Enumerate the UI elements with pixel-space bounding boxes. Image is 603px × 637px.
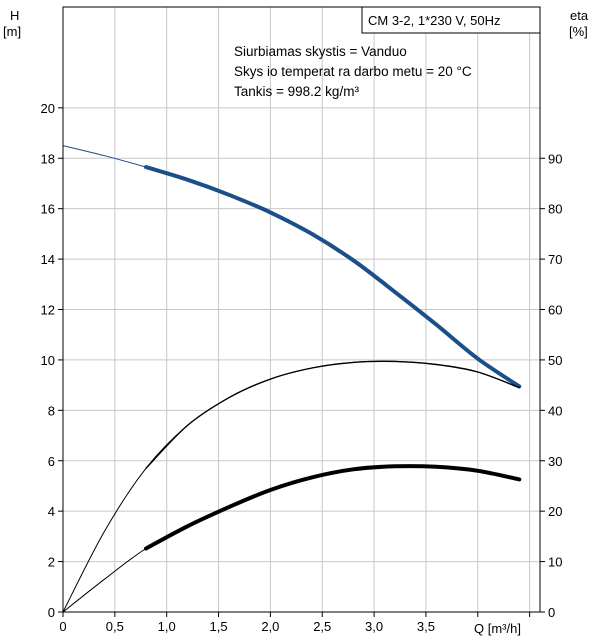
curves xyxy=(62,145,522,613)
x-tick-label: 2,5 xyxy=(313,619,331,634)
info-line-3: Tankis = 998.2 kg/m³ xyxy=(234,84,359,99)
y2-tick-label: 50 xyxy=(548,353,562,368)
y-axis-label-symbol: H xyxy=(10,8,19,23)
title-box xyxy=(361,6,541,34)
x-tick-label: 3,5 xyxy=(417,619,435,634)
x-tick-label: 1,0 xyxy=(158,619,176,634)
x-tick-label: 1,5 xyxy=(210,619,228,634)
y2-tick-label: 70 xyxy=(548,252,562,267)
y2-tick-label: 10 xyxy=(548,555,562,570)
y2-tick-label: 0 xyxy=(548,605,555,620)
head-curve-duty xyxy=(144,165,522,389)
y-tick-label: 12 xyxy=(41,303,55,318)
x-axis-label: Q [m³/h] xyxy=(474,621,521,636)
y-tick-label: 18 xyxy=(41,151,55,166)
x-tick-label: 3,0 xyxy=(365,619,383,634)
y-tick-label: 10 xyxy=(41,353,55,368)
axes: 0 0,5 1,0 1,5 2,0 2,5 3,0 3,5 0 2 4 6 8 10 12 14 16 18 20 0… xyxy=(41,101,563,634)
x-tick-label: 2,0 xyxy=(261,619,279,634)
info-line-1: Siurbiamas skystis = Vanduo xyxy=(234,44,407,59)
y2-tick-label: 20 xyxy=(548,504,562,519)
info-line-2: Skys io temperat ra darbo metu = 20 °C xyxy=(234,64,472,79)
y-tick-label: 0 xyxy=(48,605,55,620)
y2-tick-label: 80 xyxy=(548,202,562,217)
chart-title: CM 3-2, 1*230 V, 50Hz xyxy=(368,13,500,28)
y-tick-label: 16 xyxy=(41,202,55,217)
y-tick-label: 20 xyxy=(41,101,55,116)
y2-tick-label: 90 xyxy=(548,151,562,166)
head-curve-full xyxy=(62,145,520,387)
y-tick-label: 8 xyxy=(48,403,55,418)
y2-tick-label: 60 xyxy=(548,303,562,318)
eff_total-curve-duty xyxy=(145,360,520,469)
y2-axis-label-unit: [%] xyxy=(569,24,588,39)
eff_total-curve-full xyxy=(62,360,520,613)
y-tick-label: 2 xyxy=(48,555,55,570)
x-tick-label: 0 xyxy=(59,619,66,634)
y-tick-label: 6 xyxy=(48,454,55,469)
y2-tick-label: 40 xyxy=(548,403,562,418)
y2-tick-label: 30 xyxy=(548,454,562,469)
y2-axis-label-symbol: eta xyxy=(570,8,589,23)
x-tick-label: 0,5 xyxy=(106,619,124,634)
eff_hydraulic-curve-duty xyxy=(144,464,522,551)
y-tick-label: 14 xyxy=(41,252,55,267)
y-axis-label-unit: [m] xyxy=(3,24,21,39)
y-tick-label: 4 xyxy=(48,504,55,519)
